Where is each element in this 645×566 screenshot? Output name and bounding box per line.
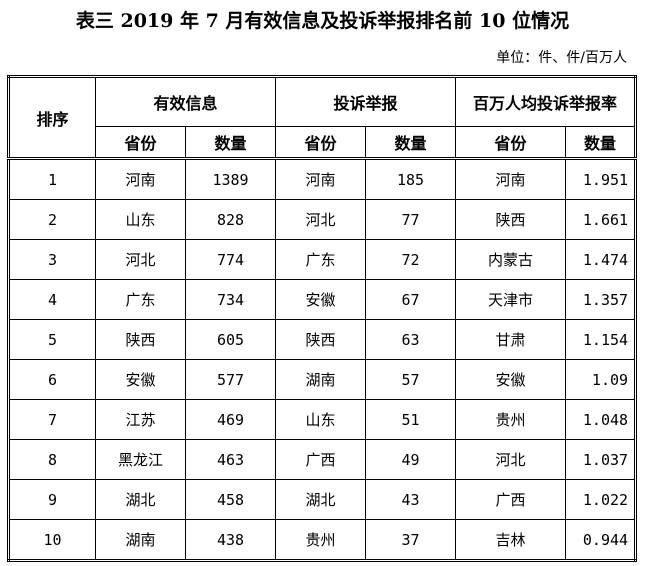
cell-complaint-province: 贵州 bbox=[275, 519, 367, 561]
cell-rate-province: 吉林 bbox=[455, 519, 567, 561]
cell-valid-count: 458 bbox=[184, 479, 277, 520]
header-valid-info: 有效信息 bbox=[94, 76, 277, 127]
table-row: 10 湖南 438 贵州 37 吉林 0.944 bbox=[8, 519, 637, 561]
cell-rate-value: 1.474 bbox=[565, 239, 637, 280]
cell-rank: 3 bbox=[8, 239, 96, 280]
ranking-table: 排序 有效信息 投诉举报 百万人均投诉举报率 省份 数量 省份 数量 省份 数量… bbox=[7, 75, 638, 562]
cell-rate-province: 陕西 bbox=[455, 199, 567, 240]
cell-rate-value: 1.951 bbox=[565, 158, 637, 200]
cell-rank: 1 bbox=[8, 158, 96, 200]
cell-complaint-count: 51 bbox=[365, 399, 457, 440]
cell-rank: 4 bbox=[8, 279, 96, 320]
table-row: 9 湖北 458 湖北 43 广西 1.022 bbox=[8, 479, 637, 520]
table-row: 8 黑龙江 463 广西 49 河北 1.037 bbox=[8, 439, 637, 480]
table-row: 4 广东 734 安徽 67 天津市 1.357 bbox=[8, 279, 637, 320]
header-row-2: 省份 数量 省份 数量 省份 数量 bbox=[9, 126, 637, 160]
cell-valid-province: 黑龙江 bbox=[95, 439, 186, 480]
cell-valid-count: 1389 bbox=[184, 158, 277, 200]
cell-rate-value: 1.048 bbox=[565, 399, 637, 440]
cell-rate-province: 河北 bbox=[455, 439, 567, 480]
cell-rank: 2 bbox=[8, 199, 96, 240]
cell-complaint-count: 63 bbox=[365, 319, 457, 360]
cell-rate-value: 1.09 bbox=[565, 359, 637, 400]
table-row: 2 山东 828 河北 77 陕西 1.661 bbox=[8, 199, 637, 240]
unit-label: 单位：件、件/百万人 bbox=[496, 50, 627, 66]
cell-valid-count: 469 bbox=[184, 399, 277, 440]
cell-rank: 8 bbox=[8, 439, 96, 480]
cell-rank: 6 bbox=[8, 359, 96, 400]
cell-rate-value: 1.037 bbox=[565, 439, 637, 480]
cell-valid-count: 734 bbox=[184, 279, 277, 320]
cell-rate-province: 天津市 bbox=[455, 279, 567, 320]
header-rate: 百万人均投诉举报率 bbox=[455, 76, 637, 127]
cell-rank: 9 bbox=[8, 479, 96, 520]
cell-valid-count: 605 bbox=[184, 319, 277, 360]
cell-complaint-count: 49 bbox=[365, 439, 457, 480]
cell-rate-province: 贵州 bbox=[455, 399, 567, 440]
cell-rank: 7 bbox=[8, 399, 96, 440]
header-count: 数量 bbox=[365, 126, 457, 160]
cell-rate-value: 0.944 bbox=[565, 519, 637, 561]
cell-complaint-province: 陕西 bbox=[275, 319, 367, 360]
cell-complaint-province: 山东 bbox=[275, 399, 367, 440]
cell-complaint-count: 43 bbox=[365, 479, 457, 520]
cell-complaint-province: 广东 bbox=[275, 239, 367, 280]
cell-valid-count: 438 bbox=[184, 519, 277, 561]
cell-rate-province: 河南 bbox=[455, 158, 567, 200]
table-row: 7 江苏 469 山东 51 贵州 1.048 bbox=[8, 399, 637, 440]
header-province: 省份 bbox=[275, 126, 367, 160]
cell-valid-province: 陕西 bbox=[95, 319, 186, 360]
cell-rate-value: 1.357 bbox=[565, 279, 637, 320]
cell-rank: 5 bbox=[8, 319, 96, 360]
header-rank: 排序 bbox=[8, 76, 96, 160]
cell-rank: 10 bbox=[8, 519, 96, 561]
cell-complaint-count: 67 bbox=[365, 279, 457, 320]
cell-rate-province: 广西 bbox=[455, 479, 567, 520]
cell-valid-province: 广东 bbox=[95, 279, 186, 320]
header-count: 数量 bbox=[565, 126, 637, 160]
header-count: 数量 bbox=[184, 126, 277, 160]
cell-valid-count: 828 bbox=[184, 199, 277, 240]
table-row: 3 河北 774 广东 72 内蒙古 1.474 bbox=[8, 239, 637, 280]
table-row: 6 安徽 577 湖南 57 安徽 1.09 bbox=[8, 359, 637, 400]
cell-complaint-province: 湖北 bbox=[275, 479, 367, 520]
cell-valid-count: 577 bbox=[184, 359, 277, 400]
cell-valid-province: 湖北 bbox=[95, 479, 186, 520]
header-row-1: 排序 有效信息 投诉举报 百万人均投诉举报率 bbox=[8, 76, 637, 160]
table-row: 1 河南 1389 河南 185 河南 1.951 bbox=[8, 158, 637, 200]
cell-complaint-province: 安徽 bbox=[275, 279, 367, 320]
cell-valid-province: 河南 bbox=[95, 158, 186, 200]
header-province: 省份 bbox=[95, 126, 186, 160]
cell-valid-province: 河北 bbox=[95, 239, 186, 280]
cell-rate-value: 1.661 bbox=[565, 199, 637, 240]
cell-valid-province: 山东 bbox=[95, 199, 186, 240]
cell-complaint-province: 河北 bbox=[275, 199, 367, 240]
cell-valid-province: 江苏 bbox=[95, 399, 186, 440]
cell-complaint-province: 湖南 bbox=[275, 359, 367, 400]
cell-rate-value: 1.154 bbox=[565, 319, 637, 360]
cell-rate-value: 1.022 bbox=[565, 479, 637, 520]
cell-valid-province: 安徽 bbox=[95, 359, 186, 400]
cell-valid-count: 774 bbox=[184, 239, 277, 280]
cell-valid-province: 湖南 bbox=[95, 519, 186, 561]
cell-complaint-count: 57 bbox=[365, 359, 457, 400]
cell-valid-count: 463 bbox=[184, 439, 277, 480]
cell-rate-province: 安徽 bbox=[455, 359, 567, 400]
cell-complaint-province: 河南 bbox=[275, 158, 367, 200]
header-province: 省份 bbox=[455, 126, 567, 160]
cell-complaint-province: 广西 bbox=[275, 439, 367, 480]
cell-complaint-count: 185 bbox=[365, 158, 457, 200]
cell-rate-province: 内蒙古 bbox=[455, 239, 567, 280]
cell-complaint-count: 37 bbox=[365, 519, 457, 561]
cell-rate-province: 甘肃 bbox=[455, 319, 567, 360]
cell-complaint-count: 77 bbox=[365, 199, 457, 240]
header-complaints: 投诉举报 bbox=[275, 76, 457, 127]
table-row: 5 陕西 605 陕西 63 甘肃 1.154 bbox=[8, 319, 637, 360]
cell-complaint-count: 72 bbox=[365, 239, 457, 280]
table-title: 表三 2019 年 7 月有效信息及投诉举报排名前 10 位情况 bbox=[75, 10, 570, 32]
